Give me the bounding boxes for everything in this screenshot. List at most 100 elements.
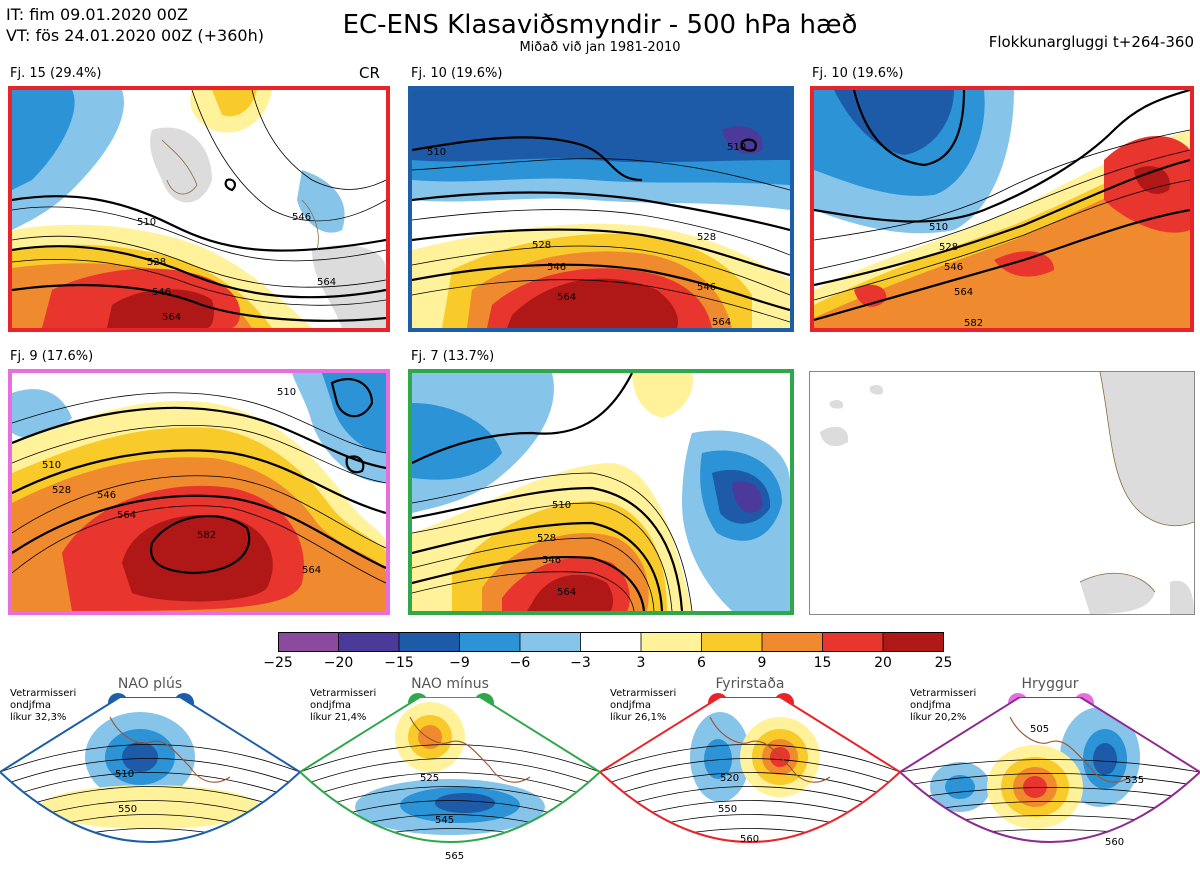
cluster-panel-1[interactable]: 510 528 546 564 546 564: [8, 86, 390, 332]
contour-label: 564: [162, 312, 181, 323]
regime-map: 510 550: [0, 697, 300, 843]
regime-contour-label: 525: [420, 773, 439, 784]
contour-label: 528: [532, 240, 551, 251]
geography-panel: [809, 371, 1195, 615]
colorbar-tick-label: −9: [449, 655, 470, 671]
contour-label: 528: [52, 485, 71, 496]
regime-name: Hryggur: [1021, 676, 1079, 692]
regime-contour-label: 505: [1030, 724, 1049, 735]
contour-label: 510: [552, 500, 571, 511]
regime-frame: [900, 697, 1200, 843]
regime-contour-label: 510: [115, 769, 134, 780]
colorbar-tick-label: −15: [384, 655, 414, 671]
colorbar-tick-label: 20: [874, 655, 892, 671]
regime-meta-line: líkur 21,4%: [310, 712, 367, 723]
regime-meta-line: Vetrarmisseri: [310, 688, 377, 699]
contour-label: 546: [697, 282, 716, 293]
contour-label: 564: [317, 277, 336, 288]
contour-label: 546: [292, 212, 311, 223]
contour-label: 564: [954, 287, 973, 298]
panel-2-label: Fj. 10 (19.6%): [411, 66, 503, 81]
contour-label: 582: [197, 530, 216, 541]
colorbar-tick-label: −25: [263, 655, 293, 671]
colorbar-tick-label: 6: [697, 655, 706, 671]
colorbar-tick-label: 25: [934, 655, 953, 671]
colorbar-cell: [882, 632, 944, 652]
regime-meta-line: ondjfma: [310, 700, 351, 711]
contour-label: 510: [137, 217, 156, 228]
run-info: IT: fim 09.01.2020 00Z VT: fös 24.01.202…: [6, 4, 264, 46]
cluster-map-5: 510 528 546 564: [412, 373, 790, 611]
page-subtitle: Miðað við jan 1981-2010: [519, 40, 681, 55]
contour-label: 564: [712, 317, 731, 328]
contour-label: 510: [727, 142, 746, 153]
colorbar-cell: [398, 632, 461, 652]
cluster-panel-2[interactable]: 510 510 528 546 564 528 546 564: [408, 86, 794, 332]
colorbar-cell: [761, 632, 824, 652]
cluster-map-3: 510 528 546 564 582: [814, 90, 1190, 328]
regime-meta-line: ondjfma: [910, 700, 951, 711]
regime-name: Fyrirstaða: [715, 676, 785, 692]
panel-5-label: Fj. 7 (13.7%): [411, 349, 495, 364]
regime-contour-label: 560: [740, 834, 759, 845]
cluster-map-2: 510 510 528 546 564 528 546 564: [412, 90, 790, 328]
cluster-map-1: 510 528 546 564 546 564: [12, 90, 386, 328]
contour-label: 510: [277, 387, 296, 398]
contour-label: 546: [547, 262, 566, 273]
regime-meta-line: Vetrarmisseri: [610, 688, 677, 699]
regime-contour-label: 535: [1125, 775, 1144, 786]
init-time: IT: fim 09.01.2020 00Z: [6, 5, 188, 24]
regime-meta-line: Vetrarmisseri: [910, 688, 977, 699]
panel-1-label: Fj. 15 (29.4%): [10, 66, 102, 81]
colorbar-tick-label: 3: [636, 655, 646, 671]
valid-time: VT: fös 24.01.2020 00Z (+360h): [6, 26, 264, 45]
cluster-panel-5[interactable]: 510 528 546 564: [408, 369, 794, 615]
regime-frame: [0, 697, 300, 843]
colorbar: [278, 632, 944, 652]
colorbar-tick-label: −20: [323, 655, 354, 671]
contour-label: 564: [302, 565, 321, 576]
regime-meta-line: ondjfma: [10, 700, 51, 711]
colorbar-cell: [580, 632, 642, 652]
regime-frame: [600, 697, 900, 843]
regime-meta-line: Vetrarmisseri: [10, 688, 77, 699]
colorbar-cell: [822, 632, 884, 652]
regime-name: NAO mínus: [411, 676, 489, 692]
regime-contour-label: 550: [718, 804, 737, 815]
colorbar-tick-label: 15: [813, 655, 832, 671]
panel-4-label: Fj. 9 (17.6%): [10, 349, 94, 364]
colorbar-tick-label: −6: [509, 655, 531, 671]
regime-meta: Vetrarmisseri ondjfma líkur 26,1%: [610, 688, 676, 724]
regime-contour-label: 520: [720, 773, 739, 784]
contour-label: 546: [944, 262, 963, 273]
regime-name: NAO plús: [117, 676, 183, 692]
contour-label: 528: [537, 533, 556, 544]
regime-frame: [300, 697, 600, 843]
colorbar-cell: [338, 632, 400, 652]
contour-label: 510: [427, 147, 446, 158]
regime-contour-label: 550: [118, 804, 137, 815]
regime-meta-line: líkur 26,1%: [610, 712, 667, 723]
colorbar-cell: [701, 632, 763, 652]
colorbar-cell: [640, 632, 703, 652]
contour-label: 564: [557, 587, 576, 598]
page-title: EC-ENS Klasaviðsmyndir - 500 hPa hæð: [342, 10, 858, 40]
contour-label: 528: [147, 257, 166, 268]
cluster-panel-4[interactable]: 510 528 546 564 582 510 564: [8, 369, 390, 615]
regime-meta-line: ondjfma: [610, 700, 651, 711]
colorbar-tick-label: −3: [570, 655, 591, 671]
contour-label: 510: [929, 222, 948, 233]
contour-label: 510: [42, 460, 61, 471]
colorbar-cell: [519, 632, 582, 652]
regime-map: 505 535 560: [900, 697, 1200, 848]
geography-map: [810, 372, 1194, 614]
regime-meta: Vetrarmisseri ondjfma líkur 20,2%: [910, 688, 976, 724]
regime-contour-label: 545: [435, 815, 454, 826]
panel-3-label: Fj. 10 (19.6%): [812, 66, 904, 81]
regime-map: 520 550 560: [600, 697, 900, 845]
cluster-panel-3[interactable]: 510 528 546 564 582: [810, 86, 1194, 332]
contour-label: 546: [152, 287, 171, 298]
contour-label: 546: [542, 555, 561, 566]
contour-label: 546: [97, 490, 116, 501]
contour-label: 564: [117, 510, 136, 521]
